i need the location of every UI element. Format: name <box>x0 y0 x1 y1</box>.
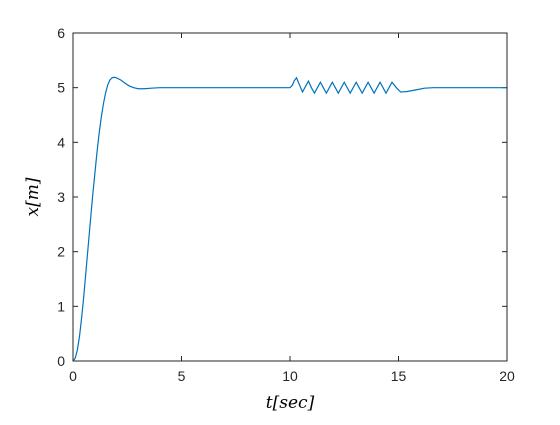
x-tick-label: 15 <box>391 368 407 384</box>
y-axis-label: x[m] <box>23 177 43 216</box>
x-tick-label: 20 <box>499 368 515 384</box>
y-tick-label: 2 <box>57 244 65 260</box>
x-tick-label: 5 <box>178 368 186 384</box>
y-tick-label: 3 <box>57 189 65 205</box>
x-tick-label: 10 <box>282 368 298 384</box>
x-axis-label: t[sec] <box>266 393 315 413</box>
x-tick-label: 0 <box>69 368 77 384</box>
y-tick-label: 4 <box>57 134 65 150</box>
y-tick-label: 1 <box>57 298 65 314</box>
y-tick-label: 6 <box>57 25 65 41</box>
y-tick-label: 5 <box>57 80 65 96</box>
y-tick-label: 0 <box>57 353 65 369</box>
axes-box <box>72 32 508 362</box>
data-line <box>72 76 507 362</box>
